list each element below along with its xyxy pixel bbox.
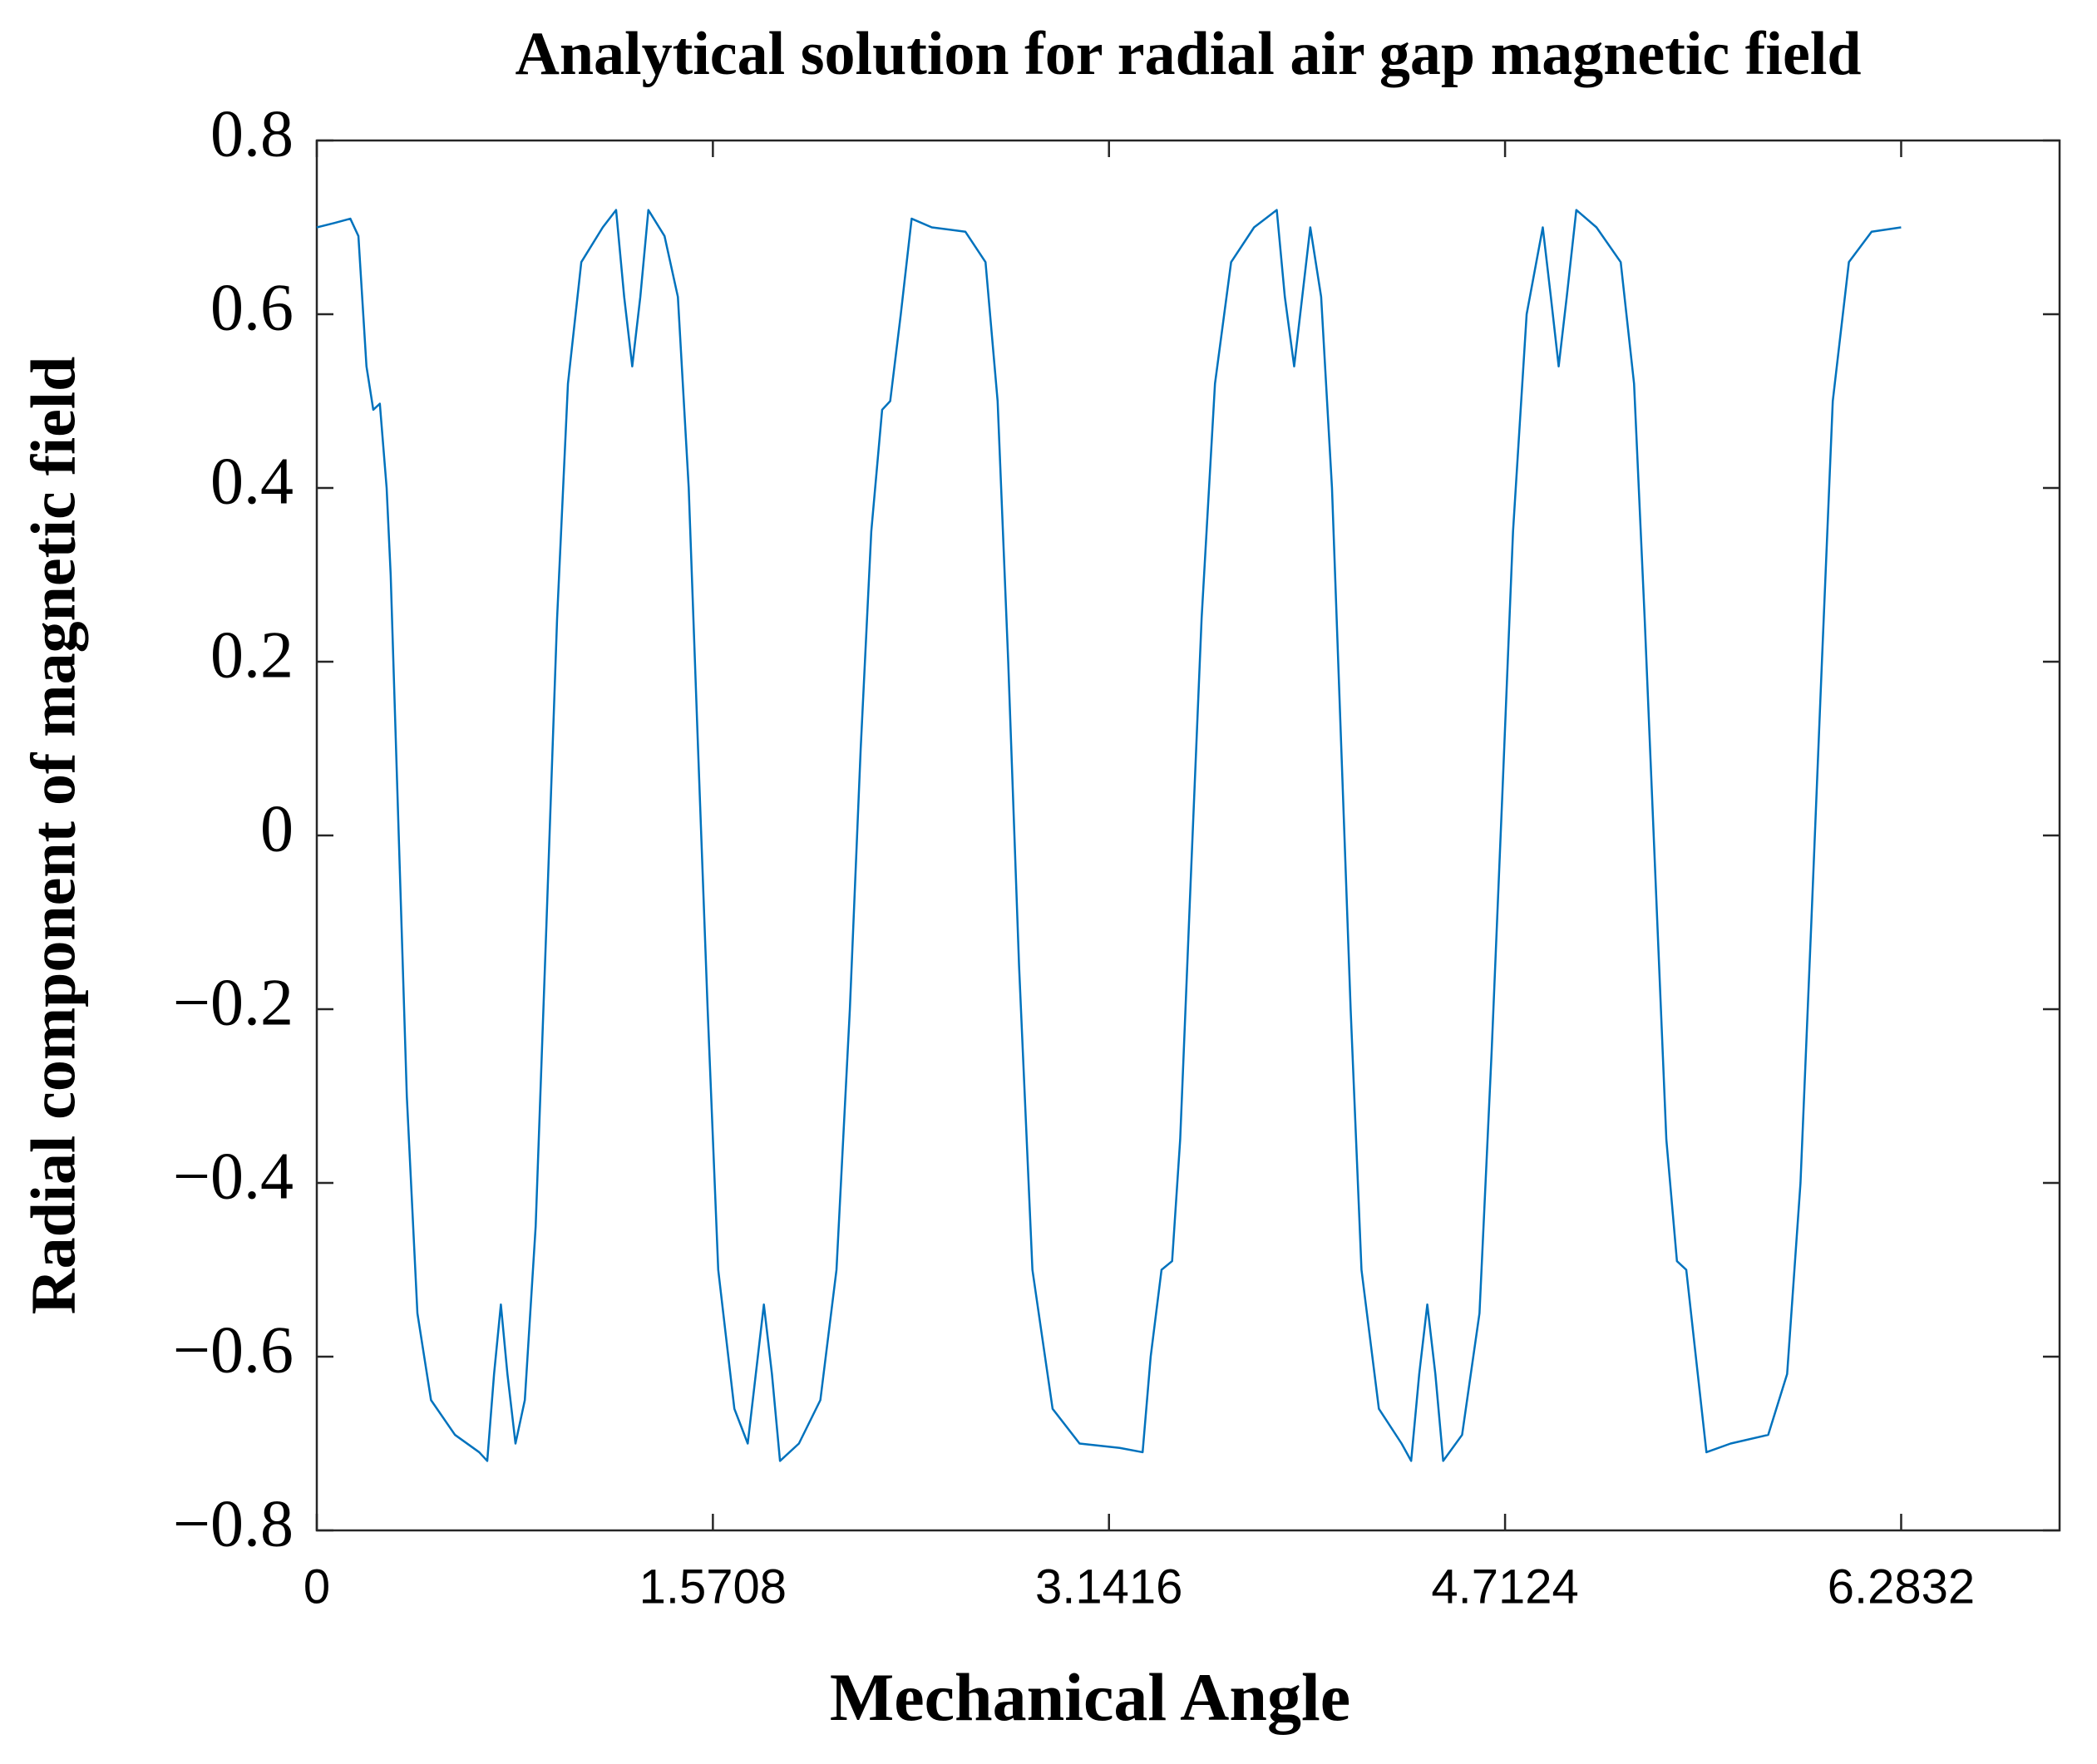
data-line [316, 209, 1902, 1462]
x-tick-label: 3.1416 [1035, 1560, 1182, 1614]
y-tick-label: −0.2 [173, 966, 294, 1039]
x-tick-label: 4.7124 [1431, 1560, 1578, 1614]
y-tick-label: 0.8 [210, 97, 294, 170]
y-tick-label: −0.8 [173, 1487, 294, 1560]
y-tick-label: 0.6 [210, 271, 294, 344]
x-tick-label: 6.2832 [1828, 1560, 1975, 1614]
x-tick-label: 0 [303, 1560, 330, 1614]
y-tick-label: −0.6 [173, 1313, 294, 1387]
y-tick-label: 0 [260, 792, 294, 865]
y-tick-label: 0.2 [210, 618, 294, 692]
x-tick-label: 1.5708 [639, 1560, 787, 1614]
chart-title: Analytical solution for radial air gap m… [515, 20, 1861, 88]
x-axis-label: Mechanical Angle [830, 1659, 1350, 1735]
y-tick-label: 0.4 [210, 445, 294, 518]
y-tick-label: −0.4 [173, 1140, 294, 1213]
y-axis-label: Radial component of magnetic field [18, 357, 88, 1315]
